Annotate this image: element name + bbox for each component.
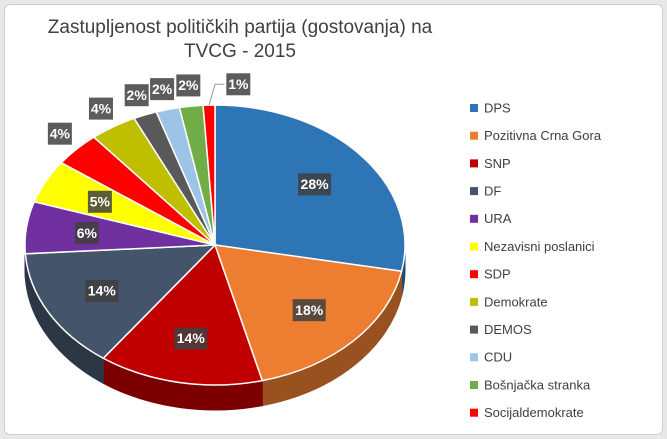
legend-label: SDP: [484, 267, 511, 282]
value-label: 2%: [152, 81, 173, 97]
legend-label: DEMOS: [484, 322, 532, 337]
value-label: 2%: [178, 77, 199, 93]
slice: [24, 244, 217, 360]
value-label: 14%: [177, 330, 206, 346]
legend-swatch: [470, 381, 478, 389]
value-label-box: [176, 74, 201, 97]
value-label: 6%: [77, 225, 98, 241]
legend-swatch: [470, 159, 478, 168]
legend-label: Nezavisni poslanici: [484, 239, 595, 254]
value-label: 14%: [88, 283, 117, 299]
slice: [102, 243, 264, 386]
legend-label: DF: [484, 184, 501, 199]
value-label: 18%: [295, 302, 324, 318]
legend-label: DPS: [484, 100, 511, 115]
legend-label: URA: [484, 211, 512, 226]
value-label-box: [298, 173, 332, 196]
value-label-box: [85, 279, 119, 302]
value-label-box: [88, 97, 113, 120]
legend-label: Socijaldemokrate: [484, 405, 584, 420]
legend-swatch: [470, 325, 478, 334]
legend-swatch: [470, 297, 478, 306]
legend-swatch: [470, 131, 478, 140]
legend-swatch: [470, 104, 478, 112]
value-label: 4%: [91, 100, 112, 116]
value-label: 1%: [228, 76, 249, 92]
value-label-box: [87, 190, 112, 213]
value-label-box: [150, 78, 175, 101]
legend-swatch: [470, 353, 478, 362]
value-label: 28%: [301, 176, 330, 192]
legend-label: CDU: [484, 350, 512, 365]
value-label-box: [226, 73, 251, 96]
legend-label: SNP: [484, 156, 511, 171]
legend-swatch: [470, 270, 478, 279]
value-label-box: [47, 122, 72, 145]
chart-title: Zastupljenost političkih partija (gostov…: [47, 17, 433, 62]
value-label: 5%: [90, 193, 111, 209]
legend-swatch: [470, 214, 478, 223]
leader-line: [208, 83, 225, 106]
value-label-box: [174, 327, 208, 350]
legend-label: Pozitivna Crna Gora: [484, 128, 602, 143]
legend-swatch: [470, 408, 478, 417]
value-label-box: [124, 84, 149, 107]
legend-label: Demokrate: [484, 294, 548, 309]
value-label: 4%: [50, 125, 71, 141]
value-label-box: [74, 222, 99, 245]
legend-swatch: [470, 242, 478, 251]
value-label-box: [292, 299, 326, 322]
legend-label: Bošnjačka stranka: [484, 377, 591, 392]
value-label: 2%: [127, 87, 148, 103]
legend-swatch: [470, 187, 478, 196]
